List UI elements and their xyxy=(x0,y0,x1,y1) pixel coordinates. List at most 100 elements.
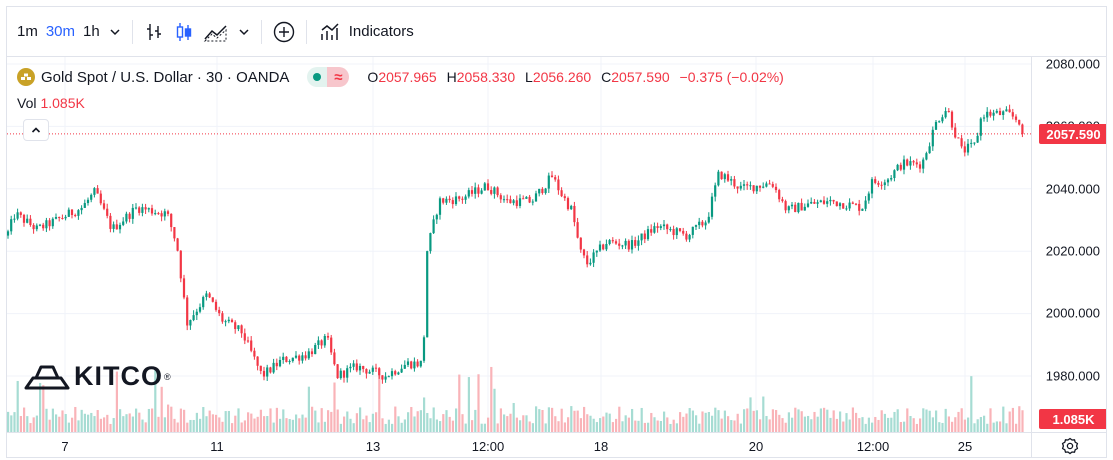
volume-bar xyxy=(784,422,787,432)
price-chart[interactable] xyxy=(7,57,1031,432)
candle-body xyxy=(835,201,838,207)
volume-bar xyxy=(221,421,224,432)
volume-bar xyxy=(371,413,374,432)
chart-pane[interactable] xyxy=(7,57,1031,432)
interval-1m-button[interactable]: 1m xyxy=(17,23,38,40)
candle-body xyxy=(829,199,832,202)
scale-settings-button[interactable] xyxy=(1031,432,1106,457)
time-scale[interactable]: 7 11 13 12:00 18 20 12:00 25 xyxy=(7,432,1031,457)
candle-body xyxy=(288,361,291,363)
candle-body xyxy=(141,207,144,213)
bar-style-button[interactable] xyxy=(139,15,169,49)
volume-bar xyxy=(1005,423,1008,432)
volume-bar xyxy=(567,417,570,432)
time-tick: 13 xyxy=(365,439,381,454)
volume-bar xyxy=(1021,410,1024,432)
volume-bar xyxy=(109,423,112,432)
volume-bar xyxy=(416,411,419,432)
volume-bar xyxy=(87,414,90,432)
candle-body xyxy=(736,186,739,189)
indicators-button[interactable]: Indicators xyxy=(313,15,420,49)
volume-bar xyxy=(698,423,701,432)
volume-bar xyxy=(259,409,262,432)
volume-bar xyxy=(269,408,272,432)
volume-bar xyxy=(461,414,464,432)
volume-bar xyxy=(64,414,67,432)
candle-body xyxy=(560,190,563,197)
candle-body xyxy=(723,174,726,180)
candle-body xyxy=(198,307,202,312)
candle-body xyxy=(86,199,90,204)
price-tick: 2080.000 xyxy=(1045,56,1100,72)
compare-symbol-button[interactable] xyxy=(268,15,300,49)
candle-body xyxy=(678,228,682,231)
candle-body xyxy=(192,315,195,321)
candle-body xyxy=(26,218,29,223)
symbol-title[interactable]: Gold Spot / U.S. Dollar · 30 · OANDA xyxy=(41,68,290,86)
gear-icon xyxy=(1061,437,1079,455)
volume-bar xyxy=(195,412,198,432)
candle-body xyxy=(122,221,125,225)
volume-bar xyxy=(554,416,557,432)
candle-body xyxy=(275,362,278,367)
volume-bar xyxy=(871,422,874,432)
candle-body xyxy=(406,361,410,365)
price-scale[interactable]: 2080.000 2060.000 2040.000 2020.000 2000… xyxy=(1031,56,1106,432)
volume-bar xyxy=(442,414,445,432)
price-tick: 2020.000 xyxy=(1045,243,1100,259)
price-tick: 2040.000 xyxy=(1045,181,1100,197)
candle-body xyxy=(589,262,592,265)
kitco-bars-icon xyxy=(24,365,70,389)
candle-style-button[interactable] xyxy=(169,15,199,49)
volume-bar xyxy=(570,406,573,432)
volume-bar xyxy=(320,408,323,432)
volume-bar xyxy=(144,422,147,432)
interval-30m-button[interactable]: 30m xyxy=(45,23,76,40)
candle-body xyxy=(387,376,390,378)
interval-menu-button[interactable] xyxy=(104,15,126,49)
candle-body xyxy=(326,335,330,338)
candle-body xyxy=(797,202,800,213)
volume-bar xyxy=(138,412,141,432)
candle-body xyxy=(864,200,867,209)
candle-body xyxy=(646,229,650,240)
volume-bar xyxy=(663,411,666,432)
candle-body xyxy=(29,218,32,225)
candle-body xyxy=(957,137,960,139)
candle-body xyxy=(250,340,253,351)
candle-body xyxy=(157,213,160,215)
volume-bar xyxy=(480,423,483,432)
volume-bar xyxy=(826,409,829,432)
volume-bar xyxy=(19,416,22,432)
volume-bar xyxy=(231,423,234,432)
candle-body xyxy=(634,240,637,246)
collapse-legend-button[interactable] xyxy=(23,119,49,141)
candle-body xyxy=(208,293,211,298)
volume-bar xyxy=(586,414,589,432)
candle-body xyxy=(506,199,509,201)
chart-style-menu-button[interactable] xyxy=(233,15,255,49)
candle-body xyxy=(42,224,45,229)
volume-bar xyxy=(643,422,646,432)
time-tick: 25 xyxy=(957,439,973,454)
candle-body xyxy=(189,320,192,326)
candle-body xyxy=(662,224,666,227)
volume-bar xyxy=(407,412,410,432)
volume-bar xyxy=(208,410,211,432)
volume-bar xyxy=(874,416,877,432)
volume-bar xyxy=(384,423,387,432)
volume-bar xyxy=(240,422,243,432)
candle-body xyxy=(195,311,198,316)
market-open-dot-icon xyxy=(307,67,328,87)
interval-1h-button[interactable]: 1h xyxy=(83,23,100,40)
area-style-button[interactable] xyxy=(199,15,233,49)
candle-body xyxy=(112,224,115,229)
candle-body xyxy=(499,195,502,200)
volume-bar xyxy=(922,408,925,432)
candle-body xyxy=(394,371,397,375)
market-status-pill[interactable]: ≈ xyxy=(307,67,350,87)
volume-bar xyxy=(455,408,458,432)
volume-bar xyxy=(128,413,131,432)
volume-bar xyxy=(39,382,42,432)
volume-bar xyxy=(307,386,310,432)
